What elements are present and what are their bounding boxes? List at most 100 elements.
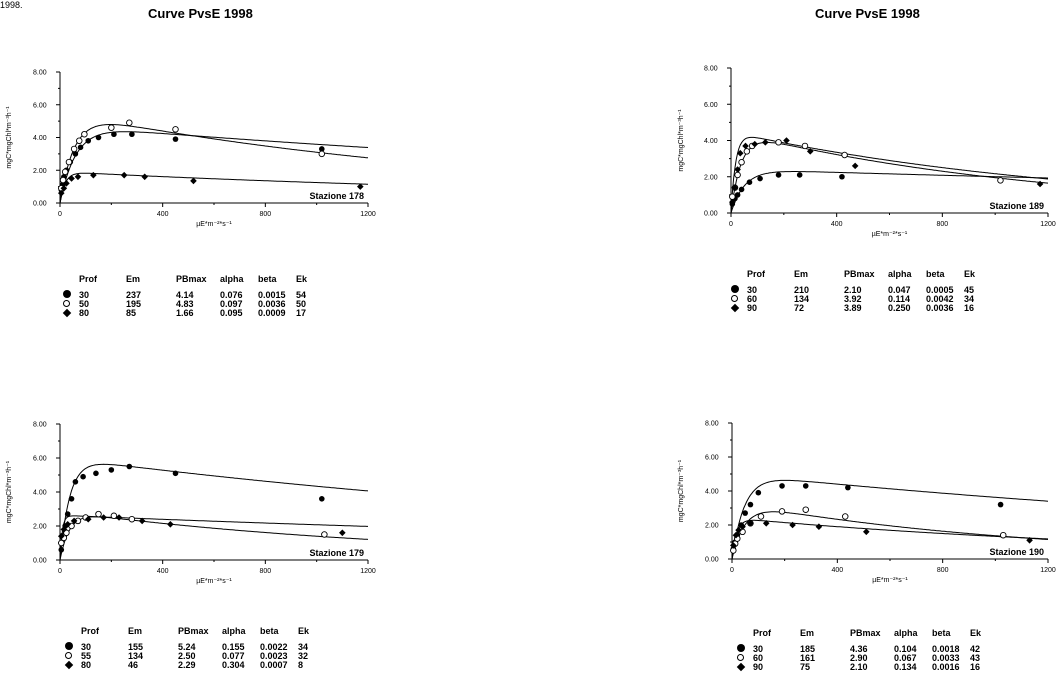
alpha-cell: 0.077	[222, 651, 245, 661]
header-em: Em	[800, 628, 815, 638]
em-cell: 85	[126, 308, 137, 318]
alpha-cell: 0.155	[222, 641, 245, 652]
data-point-prof-90	[729, 198, 736, 206]
data-point-prof-80	[57, 532, 65, 540]
y-tick-label: 2.00	[705, 523, 719, 530]
ek-cell: 54	[296, 289, 307, 300]
data-point-prof-80	[357, 183, 364, 190]
x-tick-label: 800	[937, 567, 949, 574]
data-point-prof-55	[110, 512, 118, 520]
beta-cell: 0.0022	[260, 641, 288, 652]
diamond-marker-icon	[62, 308, 72, 318]
filled-circle-marker-icon	[737, 644, 745, 652]
alpha-cell: 0.250	[888, 303, 911, 313]
data-point-prof-80	[64, 521, 71, 528]
data-point-prof-30	[839, 173, 845, 180]
ek-cell: 50	[296, 299, 307, 309]
header-beta: beta	[260, 626, 279, 636]
x-axis-label: µE*m⁻²*s⁻¹	[872, 577, 908, 584]
data-point-prof-90	[739, 523, 746, 530]
y-tick-label: 4.00	[33, 490, 47, 497]
fit-curve-prof-90	[731, 519, 1048, 560]
y-tick-label: 6.00	[704, 102, 718, 109]
em-cell: 72	[794, 303, 805, 313]
beta-cell: 0.0015	[258, 289, 286, 300]
header-prof: Prof	[753, 628, 771, 638]
alpha-cell: 0.047	[888, 284, 911, 295]
prof-cell: 80	[81, 660, 92, 670]
data-point-prof-80	[120, 171, 128, 179]
y-tick-label: 4.00	[704, 138, 718, 145]
y-tick-label: 6.00	[705, 455, 719, 462]
marker-header-cell	[737, 628, 753, 644]
data-point-prof-30	[755, 489, 762, 496]
data-point-prof-60	[743, 148, 751, 155]
header-ek: Ek	[964, 269, 976, 279]
em-cell: 210	[794, 284, 810, 295]
y-axis-label: mgC*mgChl*m⁻³h⁻¹	[678, 109, 685, 172]
marker-cell	[65, 642, 81, 652]
params-table-stazione-190: Prof Em PBmax alpha beta Ek 30 185 4.36 0.104 0.00…	[736, 628, 994, 672]
data-point-prof-90	[783, 137, 790, 144]
x-tick-label: 400	[157, 568, 169, 575]
data-point-prof-30	[319, 496, 325, 502]
data-point-prof-30	[126, 463, 133, 470]
data-point-prof-55	[128, 515, 136, 523]
beta-cell: 0.0005	[926, 284, 954, 295]
data-point-prof-60	[729, 193, 736, 200]
y-axis-label: mgC*mgChl*m⁻³h⁻¹	[6, 460, 13, 523]
pbmax-cell: 2.10	[844, 284, 862, 295]
y-tick-label: 2.00	[33, 168, 47, 175]
diamond-marker-icon	[730, 303, 740, 313]
ek-cell: 8	[298, 660, 304, 670]
fit-curve-prof-90	[730, 136, 1049, 214]
data-point-prof-30	[85, 137, 92, 144]
params-row-prof-30: 30 210 2.10 0.047 0.0005 45	[731, 285, 988, 295]
marker-cell	[730, 303, 747, 313]
fit-curve-prof-30	[59, 131, 369, 204]
pbmax-cell: 2.50	[178, 651, 196, 661]
data-point-prof-60	[999, 531, 1007, 539]
data-point-prof-80	[141, 173, 148, 181]
beta-cell: 0.0042	[926, 294, 954, 304]
header-em: Em	[794, 269, 809, 279]
data-point-prof-50	[318, 150, 326, 158]
pbmax-cell: 4.83	[176, 299, 194, 309]
alpha-cell: 0.095	[220, 308, 243, 318]
ek-cell: 32	[298, 651, 309, 661]
marker-cell	[64, 660, 81, 670]
y-tick-label: 2.00	[33, 524, 47, 531]
data-point-prof-60	[997, 177, 1004, 184]
beta-cell: 0.0036	[258, 299, 286, 309]
beta-cell: 0.0018	[932, 643, 960, 654]
marker-header-cell	[731, 269, 747, 285]
y-axis-label: mgC*mgChl*m⁻³h⁻¹	[678, 459, 685, 522]
alpha-cell: 0.076	[220, 289, 243, 300]
prof-cell: 50	[79, 299, 90, 309]
data-point-prof-30	[738, 186, 745, 193]
alpha-cell: 0.097	[220, 299, 243, 309]
ek-cell: 16	[964, 303, 975, 313]
ek-cell: 34	[964, 294, 975, 304]
data-point-prof-50	[70, 145, 78, 153]
y-tick-label: 0.00	[705, 557, 719, 564]
em-cell: 75	[800, 662, 811, 672]
data-point-prof-30	[802, 483, 809, 489]
params-header-row: Prof Em PBmax alpha beta Ek	[63, 274, 320, 290]
header-alpha: alpha	[888, 269, 912, 279]
beta-cell: 0.0033	[932, 653, 960, 663]
data-point-prof-90	[736, 149, 744, 157]
params-row-prof-55: 55 134 2.50 0.077 0.0023 32	[65, 652, 322, 661]
header-pbmax: PBmax	[178, 626, 209, 636]
prof-cell: 30	[79, 289, 90, 300]
header-pbmax: PBmax	[176, 274, 207, 284]
marker-cell	[65, 652, 81, 661]
data-point-prof-80	[70, 517, 78, 525]
y-axis-label: mgC*mgChl*m⁻³h⁻¹	[6, 106, 13, 169]
fit-curve-prof-30	[730, 171, 1048, 214]
beta-cell: 0.0016	[932, 662, 960, 672]
marker-cell	[737, 654, 753, 663]
x-tick-label: 0	[730, 567, 734, 574]
prof-cell: 60	[753, 653, 764, 663]
ek-cell: 45	[964, 284, 975, 295]
